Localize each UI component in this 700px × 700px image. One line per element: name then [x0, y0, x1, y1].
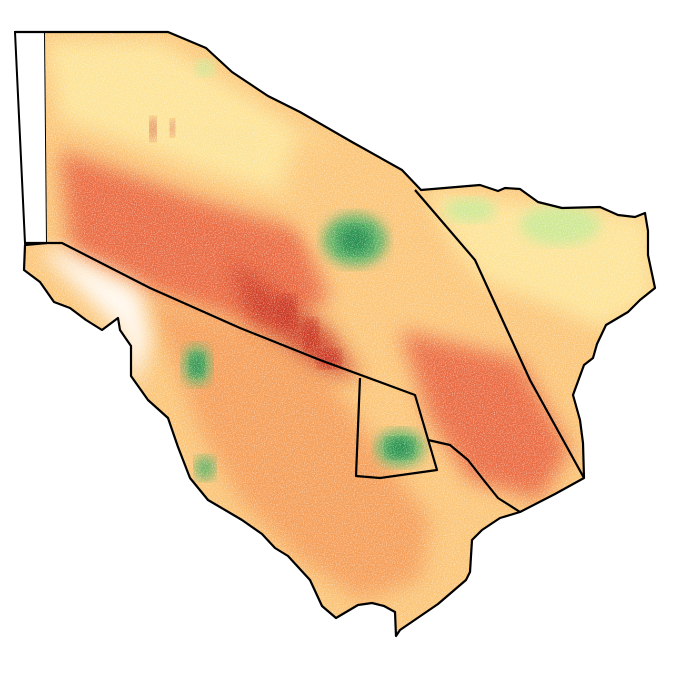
- outer-boundary: [15, 30, 657, 638]
- internal-boundary-c: [427, 438, 521, 513]
- outer-notch-outline: [13, 31, 49, 244]
- internal-boundary-b: [414, 189, 585, 479]
- district-boundaries: [15, 30, 657, 638]
- internal-boundary-a: [25, 241, 439, 480]
